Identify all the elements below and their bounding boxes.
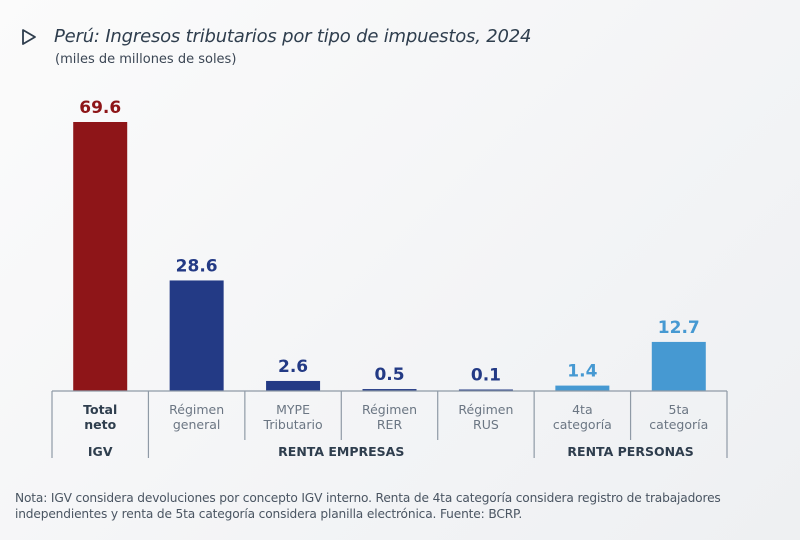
category-label: general: [173, 417, 221, 432]
category-label: Régimen: [169, 402, 224, 417]
category-label: 5ta: [669, 402, 690, 417]
axis-layer: [51, 390, 728, 458]
group-label: RENTA EMPRESAS: [278, 444, 404, 459]
bar: [73, 122, 128, 391]
bar: [266, 380, 321, 391]
category-label: categoría: [553, 417, 612, 432]
value-label: 1.4: [567, 362, 597, 382]
value-label: 0.1: [471, 366, 501, 386]
category-label: categoría: [649, 417, 708, 432]
category-label: neto: [84, 417, 116, 432]
value-label: 69.6: [79, 98, 121, 118]
category-label: RUS: [473, 417, 499, 432]
bar: [362, 389, 417, 391]
category-label: Total: [83, 402, 117, 417]
category-label: Régimen: [458, 402, 513, 417]
value-label: 28.6: [176, 256, 218, 276]
chart-title: Perú: Ingresos tributarios por tipo de i…: [54, 26, 532, 47]
value-label: 2.6: [278, 357, 308, 377]
category-labels-layer: TotalnetoRégimengeneralMYPETributarioRég…: [83, 402, 708, 432]
category-label: Tributario: [263, 417, 323, 432]
category-label: MYPE: [276, 402, 310, 417]
value-label: 12.7: [658, 318, 700, 338]
category-label: RER: [377, 417, 403, 432]
value-label: 0.5: [374, 365, 404, 385]
bar: [169, 280, 224, 391]
chart-header: Perú: Ingresos tributarios por tipo de i…: [20, 26, 531, 47]
category-label: Régimen: [362, 402, 417, 417]
category-label: 4ta: [572, 402, 593, 417]
chart-note: Nota: IGV considera devoluciones por con…: [15, 491, 721, 521]
chart-subtitle: (miles de millones de soles): [55, 52, 237, 67]
bar: [651, 341, 706, 391]
group-label: RENTA PERSONAS: [567, 444, 693, 459]
bar: [458, 389, 513, 391]
bar: [555, 385, 610, 391]
group-labels-layer: IGV RENTA EMPRESAS RENTA PERSONAS: [88, 444, 694, 459]
value-labels-layer: 69.6 28.6 2.6 0.5 0.1 1.4 12.7: [79, 98, 700, 386]
bars-layer: [73, 122, 706, 391]
group-label: IGV: [88, 444, 113, 459]
play-triangle-outline-icon: [22, 28, 36, 45]
